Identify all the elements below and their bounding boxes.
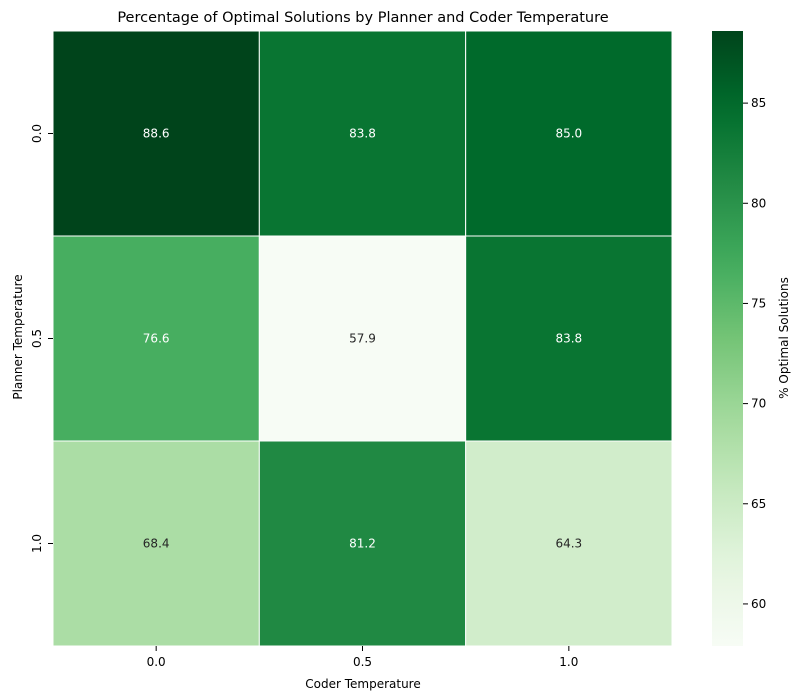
colorbar-tick-label: 80: [751, 196, 766, 210]
heatmap-cell: [52, 235, 260, 442]
colorbar-ticks: 60 65 70 75 80 85: [743, 96, 766, 611]
cell-value-label: 83.8: [555, 332, 582, 346]
heatmap-cells: [52, 30, 673, 647]
cell-value-label: 64.3: [555, 537, 582, 551]
x-axis-label: Coder Temperature: [305, 677, 420, 691]
colorbar-tick-label: 70: [751, 397, 766, 411]
colorbar-label: % Optimal Solutions: [777, 277, 791, 399]
cell-value-label: 83.8: [349, 127, 376, 141]
x-tick-label: 0.0: [147, 655, 166, 669]
heatmap-cell: [465, 235, 673, 442]
colorbar-tick-label: 85: [751, 96, 766, 110]
cell-value-label: 68.4: [143, 537, 170, 551]
colorbar-tick-label: 65: [751, 497, 766, 511]
x-tick-label: 1.0: [559, 655, 578, 669]
cell-value-label: 57.9: [349, 332, 376, 346]
cell-value-label: 88.6: [143, 127, 170, 141]
colorbar-tick-label: 60: [751, 597, 766, 611]
chart-title: Percentage of Optimal Solutions by Plann…: [117, 10, 608, 26]
x-tick-label: 0.5: [353, 655, 372, 669]
colorbar: [712, 31, 743, 646]
cell-value-labels: 88.6 83.8 85.0 76.6 57.9 83.8 68.4 81.2 64.3: [143, 127, 582, 551]
y-axis-label: Planner Temperature: [11, 274, 25, 399]
cell-value-label: 85.0: [555, 127, 582, 141]
heatmap-cell: [258, 235, 467, 442]
cell-value-label: 76.6: [143, 332, 170, 346]
heatmap-cell: [52, 30, 260, 237]
y-tick-label: 0.5: [30, 329, 44, 348]
y-tick-label: 0.0: [30, 124, 44, 143]
y-tick-label: 1.0: [30, 534, 44, 553]
heatmap-cell: [465, 30, 673, 237]
heatmap-cell: [258, 440, 467, 647]
x-axis-ticks: 0.0 0.5 1.0: [147, 646, 578, 669]
colorbar-tick-label: 75: [751, 296, 766, 310]
heatmap-cell: [52, 440, 260, 647]
heatmap-cell: [258, 30, 467, 237]
cell-value-label: 81.2: [349, 537, 376, 551]
y-axis-ticks: 0.0 0.5 1.0: [30, 124, 53, 553]
